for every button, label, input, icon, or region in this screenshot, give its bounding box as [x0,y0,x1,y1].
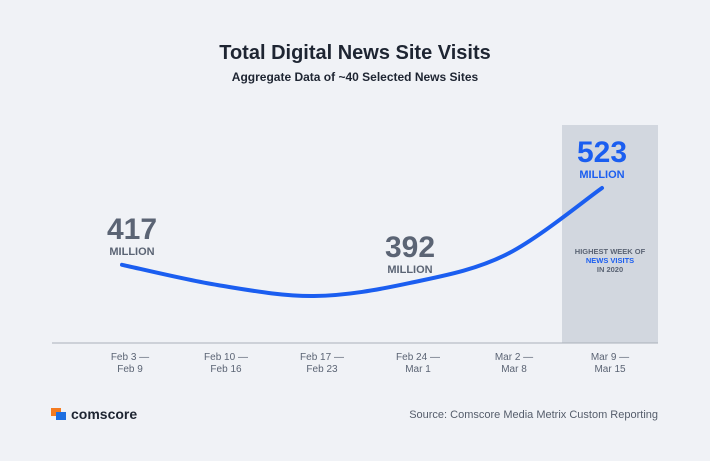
chart-subtitle: Aggregate Data of ~40 Selected News Site… [231,70,479,84]
data-line [120,186,604,299]
unit-label: MILLION [579,169,625,181]
x-tick-label: Feb 24 — Mar 1 [396,352,440,375]
source-note: Source: Comscore Media Metrix Custom Rep… [409,409,658,421]
x-tick-label: Mar 9 — Mar 15 [590,352,630,375]
x-tick-label: Mar 2 — Mar 8 [494,352,534,375]
x-tick-label: Feb 10 — Feb 16 [204,352,248,375]
value-label: 392 [384,230,436,264]
unit-label: MILLION [387,263,433,276]
x-tick-label: Feb 3 — Feb 9 [110,352,150,375]
unit-label: MILLION [109,245,155,258]
brand-name: comscore [71,406,138,422]
highlight-band [562,125,658,343]
value-label: 417 [106,212,158,246]
highlight-annotation: HIGHEST WEEK OF [574,247,646,256]
highlight-annotation: NEWS VISITS [585,256,635,265]
x-tick-label: Feb 17 — Feb 23 [300,352,344,375]
chart-title: Total Digital News Site Visits [219,42,491,64]
value-label: 523 [576,136,628,169]
highlight-annotation: IN 2020 [596,265,624,274]
